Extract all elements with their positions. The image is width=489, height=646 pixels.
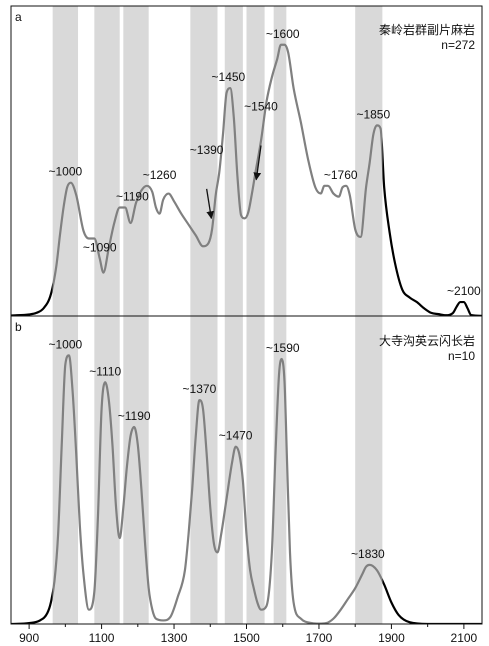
x-tick-label-2100: 2100 bbox=[451, 631, 478, 645]
peak-label-a-0: ~1000 bbox=[48, 165, 82, 179]
peak-label-a-8: ~1760 bbox=[324, 168, 358, 182]
peak-label-a-2: ~1190 bbox=[116, 190, 149, 204]
peak-label-a-6: ~1540 bbox=[244, 100, 278, 114]
x-tick-label-1300: 1300 bbox=[161, 631, 188, 645]
shaded-band-a-3 bbox=[190, 6, 218, 316]
shaded-band-b-1 bbox=[94, 316, 120, 624]
curves bbox=[11, 43, 482, 624]
shaded-band-a-4 bbox=[224, 6, 243, 316]
shaded-band-b-4 bbox=[224, 316, 243, 624]
peak-label-b-6: ~1830 bbox=[351, 547, 385, 561]
density-curve-b bbox=[11, 354, 482, 624]
shaded-band-b-5 bbox=[246, 316, 265, 624]
peak-label-a-9: ~1850 bbox=[356, 107, 390, 121]
panel-a-title: 秦岭岩群副片麻岩 bbox=[379, 22, 475, 37]
shaded-bands bbox=[52, 6, 383, 624]
shaded-band-a-2 bbox=[123, 6, 149, 316]
density-curve-a bbox=[11, 43, 482, 316]
shaded-band-b-6 bbox=[273, 316, 287, 624]
x-axis: 900 1100 1300 1500 1700 1900 2100 bbox=[19, 624, 478, 645]
peak-label-a-3: ~1260 bbox=[143, 168, 177, 182]
x-tick-label-900: 900 bbox=[19, 631, 39, 645]
peak-label-b-4: ~1470 bbox=[219, 429, 253, 443]
peak-label-a-1: ~1090 bbox=[83, 241, 117, 255]
peak-arrow-a-1 bbox=[253, 145, 262, 181]
panel-a-letter: a bbox=[15, 10, 22, 24]
x-tick-label-1500: 1500 bbox=[233, 631, 260, 645]
shaded-band-a-6 bbox=[273, 6, 287, 316]
x-tick-label-1100: 1100 bbox=[89, 631, 115, 645]
peak-label-a-5: ~1450 bbox=[212, 70, 246, 84]
peak-arrow-a-0 bbox=[206, 188, 215, 220]
panel-b-letter: b bbox=[15, 320, 22, 334]
x-tick-label-1900: 1900 bbox=[378, 631, 405, 645]
peak-label-b-2: ~1190 bbox=[118, 409, 151, 423]
peak-label-b-1: ~1110 bbox=[89, 364, 121, 378]
peak-label-a-4: ~1390 bbox=[190, 143, 224, 157]
peak-label-a-7: ~1600 bbox=[266, 27, 300, 41]
peak-label-b-5: ~1590 bbox=[266, 341, 300, 355]
x-tick-label-1700: 1700 bbox=[306, 631, 333, 645]
peak-labels: ~1000 ~1090 ~1190 ~1260 ~1390 ~1450 ~1540 ~1600… bbox=[48, 27, 481, 561]
shaded-band-a-5 bbox=[246, 6, 265, 316]
peak-label-b-0: ~1000 bbox=[48, 337, 82, 351]
peak-label-a-10: ~2100 bbox=[447, 284, 481, 298]
shaded-band-a-1 bbox=[94, 6, 120, 316]
peak-label-b-3: ~1370 bbox=[183, 382, 217, 396]
shaded-band-b-3 bbox=[190, 316, 218, 624]
panel-a-count: n=272 bbox=[441, 38, 475, 52]
panel-b-count: n=10 bbox=[448, 349, 475, 363]
shaded-band-b-7 bbox=[355, 316, 383, 624]
panel-b-title: 大寺沟英云闪长岩 bbox=[379, 333, 475, 348]
